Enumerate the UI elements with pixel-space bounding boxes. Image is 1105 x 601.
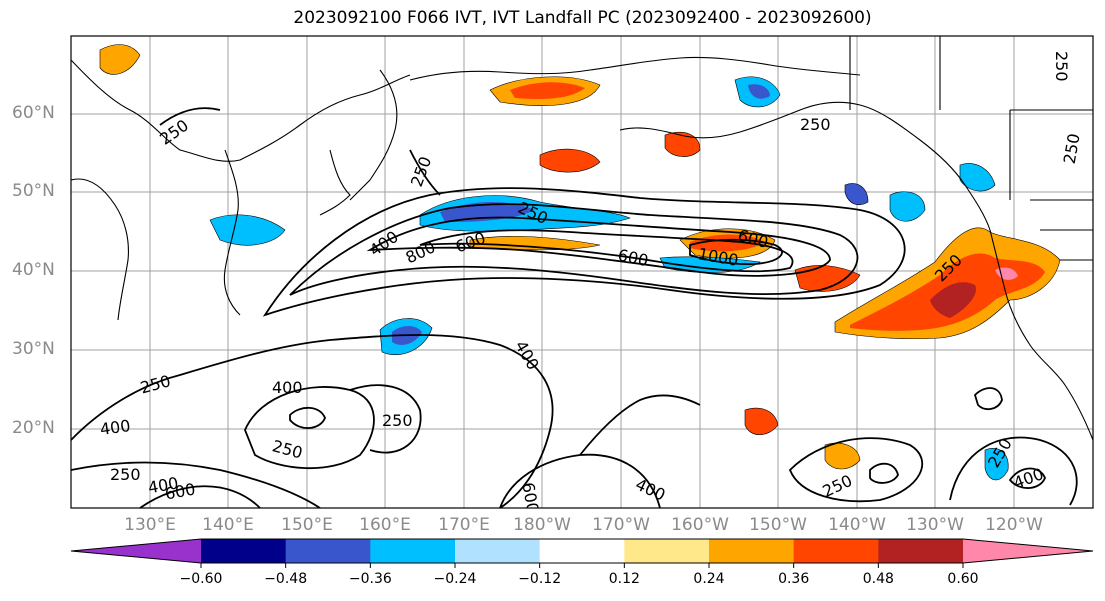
- colorbar-segment: [878, 539, 964, 563]
- colorbar-segment: [370, 539, 456, 563]
- colorbar-segment: [455, 539, 541, 563]
- contour-label: 250: [110, 465, 141, 484]
- contour-label: 600: [518, 481, 542, 514]
- contour-label: 250: [1052, 51, 1071, 82]
- central-positive-core: [690, 234, 765, 252]
- page-title: 2023092100 F066 IVT, IVT Landfall PC (20…: [293, 8, 872, 28]
- lat-label-50n: 50°N: [12, 181, 55, 201]
- eastern-pacific-negative: [844, 183, 869, 205]
- colorbar-segment: [201, 539, 287, 563]
- central-negative-region: [659, 256, 761, 273]
- colorbar-extend-min: [71, 539, 201, 563]
- lon-label: 170°E: [438, 515, 490, 535]
- ivt-contours: [71, 107, 1078, 508]
- lat-label-20n: 20°N: [12, 418, 55, 438]
- colorbar-segment: [624, 539, 710, 563]
- colorbar-segment: [793, 539, 879, 563]
- lon-label: 150°W: [749, 515, 807, 535]
- colorbar-tick-label: −0.60: [179, 571, 223, 587]
- japan-negative-blob: [209, 214, 286, 246]
- colorbar-tick-label: −0.36: [348, 571, 392, 587]
- colorbar-ticks: [200, 563, 964, 568]
- okhotsk-positive-blob: [539, 148, 601, 173]
- colorbar-tick-label: −0.12: [518, 571, 562, 587]
- colorbar-tick-label: 0.36: [778, 571, 810, 587]
- contour-label: 250: [800, 115, 831, 134]
- kamchatka-negative-blob: [99, 44, 141, 75]
- lat-label-40n: 40°N: [12, 260, 55, 280]
- lon-label: 130°W: [906, 515, 964, 535]
- lat-label-60n: 60°N: [12, 103, 55, 123]
- map-frame: [70, 35, 1094, 509]
- lon-label: 150°E: [281, 515, 333, 535]
- colorbar-tick-label: 0.60: [947, 571, 979, 587]
- lon-label: 160°E: [359, 515, 411, 535]
- colorbar-tick-label: 0.48: [862, 571, 894, 587]
- colorbar-segment: [709, 539, 795, 563]
- contour-label: 250: [382, 411, 413, 430]
- eastern-pacific-negative-2: [889, 191, 926, 222]
- colorbar-segment: [285, 539, 371, 563]
- gridlines: [71, 36, 1093, 508]
- lon-label: 170°W: [592, 515, 650, 535]
- alaska-negative-core: [748, 84, 770, 99]
- lon-label: 160°W: [671, 515, 729, 535]
- lon-label: 140°W: [828, 515, 886, 535]
- colorbar-tick-label: −0.24: [433, 571, 477, 587]
- coastlines: [71, 36, 1093, 441]
- colorbar-extend-max: [963, 539, 1093, 563]
- hawaii-positive-blob: [744, 407, 779, 436]
- west-coast-core-region: [930, 282, 976, 318]
- lon-label: 120°W: [985, 515, 1043, 535]
- southeast-negative-blob: [984, 448, 1009, 481]
- lon-label: 180°W: [513, 515, 571, 535]
- contour-label: 400: [99, 416, 132, 439]
- lon-label: 130°E: [124, 515, 176, 535]
- west-coast-peak-region: [995, 267, 1018, 280]
- bering-positive-core: [510, 82, 585, 99]
- colorbar-tick-label: 0.24: [693, 571, 725, 587]
- lat-label-30n: 30°N: [12, 339, 55, 359]
- colorbar-tick-label: −0.48: [264, 571, 308, 587]
- colorbar-segment: [539, 539, 625, 563]
- lon-label: 140°E: [202, 515, 254, 535]
- tropical-positive-blob: [824, 442, 861, 470]
- gulf-positive-blob: [664, 131, 701, 157]
- colorbar-segments: [70, 538, 1094, 564]
- contour-label: 400: [272, 378, 303, 397]
- colorbar-tick-label: 0.12: [608, 571, 640, 587]
